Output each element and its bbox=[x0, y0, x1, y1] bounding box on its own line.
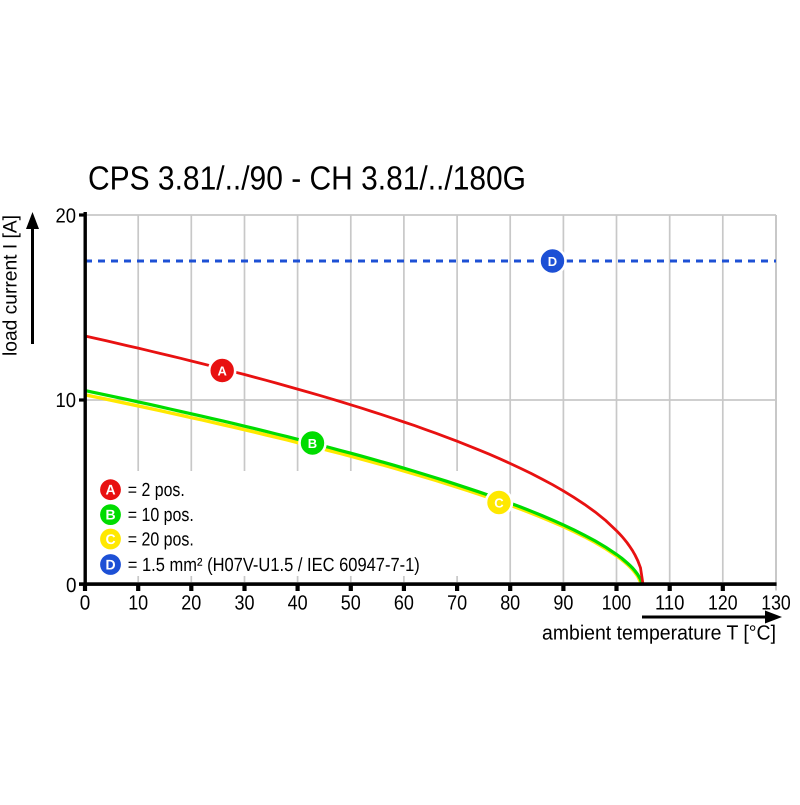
svg-text:130: 130 bbox=[761, 591, 791, 614]
svg-text:A: A bbox=[105, 482, 115, 498]
svg-text:80: 80 bbox=[500, 591, 520, 614]
svg-text:120: 120 bbox=[708, 591, 738, 614]
svg-text:30: 30 bbox=[235, 591, 255, 614]
svg-text:40: 40 bbox=[288, 591, 308, 614]
svg-text:100: 100 bbox=[602, 591, 632, 614]
svg-text:B: B bbox=[105, 507, 115, 523]
svg-text:20: 20 bbox=[56, 205, 77, 228]
svg-text:load current I [A]: load current I [A] bbox=[0, 215, 22, 356]
svg-text:D: D bbox=[548, 254, 557, 269]
svg-text:0: 0 bbox=[80, 591, 91, 614]
svg-text:= 2 pos.: = 2 pos. bbox=[128, 480, 185, 501]
svg-text:90: 90 bbox=[553, 591, 573, 614]
svg-text:50: 50 bbox=[341, 591, 361, 614]
svg-text:70: 70 bbox=[447, 591, 467, 614]
svg-text:A: A bbox=[218, 363, 228, 378]
svg-text:10: 10 bbox=[56, 389, 77, 412]
svg-text:C: C bbox=[494, 495, 504, 510]
svg-text:CPS 3.81/../90 - CH 3.81/../18: CPS 3.81/../90 - CH 3.81/../180G bbox=[88, 161, 526, 198]
svg-text:D: D bbox=[105, 557, 115, 573]
svg-text:60: 60 bbox=[394, 591, 414, 614]
svg-text:110: 110 bbox=[655, 591, 685, 614]
svg-text:0: 0 bbox=[66, 574, 77, 597]
svg-text:20: 20 bbox=[181, 591, 201, 614]
svg-text:= 10 pos.: = 10 pos. bbox=[128, 505, 194, 526]
svg-text:= 1.5 mm² (H07V-U1.5 / IEC 609: = 1.5 mm² (H07V-U1.5 / IEC 60947-7-1) bbox=[128, 555, 420, 576]
svg-text:ambient temperature T [°C]: ambient temperature T [°C] bbox=[542, 621, 776, 644]
svg-text:= 20 pos.: = 20 pos. bbox=[128, 529, 194, 550]
svg-text:B: B bbox=[308, 436, 317, 451]
svg-text:10: 10 bbox=[128, 591, 148, 614]
svg-text:C: C bbox=[105, 531, 115, 547]
